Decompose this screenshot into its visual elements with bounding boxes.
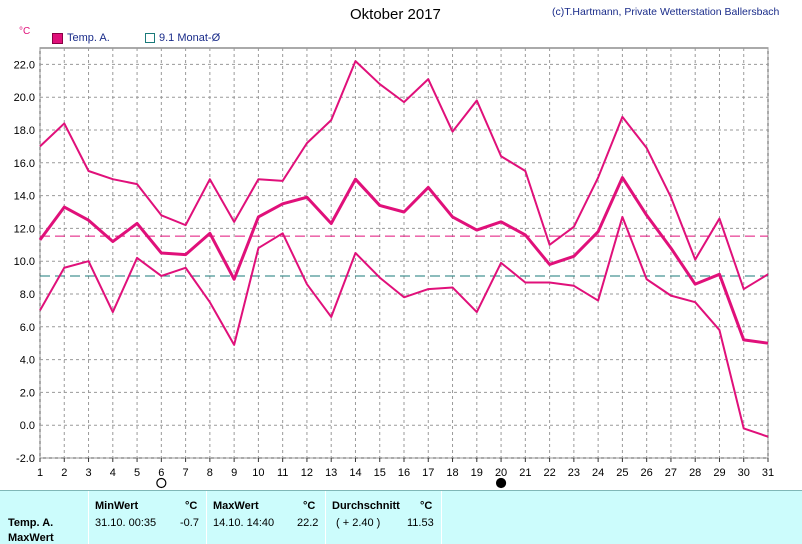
y-tick-label: 12.0 bbox=[14, 223, 35, 235]
x-tick-label: 21 bbox=[519, 467, 531, 479]
y-tick-label: 18.0 bbox=[14, 125, 35, 137]
new-moon-icon bbox=[495, 477, 507, 489]
legend-average-swatch bbox=[145, 33, 155, 43]
x-tick-label: 25 bbox=[616, 467, 628, 479]
series-max-line bbox=[39, 60, 769, 291]
y-tick-label: 4.0 bbox=[20, 355, 35, 367]
x-tick-label: 20 bbox=[495, 467, 507, 479]
avg-header: Durchschnitt bbox=[332, 500, 400, 512]
y-tick-label: 14.0 bbox=[14, 191, 35, 203]
min-unit: °C bbox=[185, 500, 198, 512]
x-tick-label: 9 bbox=[231, 467, 237, 479]
x-tick-label: 30 bbox=[738, 467, 750, 479]
avg-unit: °C bbox=[420, 500, 433, 512]
stats-row-label-2: MaxWert bbox=[8, 532, 54, 544]
x-tick-label: 31 bbox=[762, 467, 774, 479]
avg-delta: ( + 2.40 ) bbox=[336, 517, 381, 529]
series-avg-line bbox=[38, 176, 769, 345]
stats-divider bbox=[88, 491, 89, 544]
x-tick-label: 5 bbox=[134, 467, 140, 479]
y-tick-label: 6.0 bbox=[20, 322, 35, 334]
temperature-chart: -2.0 0.0 2.0 4.0 6.0 8.0 10.0 12.0 14.0 16.0 18.0 2… bbox=[14, 47, 775, 489]
min-date: 31.10. 00:35 bbox=[95, 517, 157, 529]
moon-phases bbox=[156, 477, 507, 489]
legend-temp-swatch bbox=[52, 32, 63, 44]
x-tick-label: 18 bbox=[446, 467, 458, 479]
x-tick-label: 2 bbox=[61, 467, 67, 479]
x-tick-label: 3 bbox=[85, 467, 91, 479]
min-header: MinWert bbox=[95, 500, 139, 512]
x-tick-label: 11 bbox=[277, 467, 288, 479]
y-tick-label: 22.0 bbox=[14, 59, 35, 71]
y-tick-label: 16.0 bbox=[14, 158, 35, 170]
x-tick-label: 12 bbox=[301, 467, 313, 479]
series-lines bbox=[38, 60, 769, 438]
x-tick-label: 16 bbox=[398, 467, 410, 479]
grid bbox=[39, 47, 769, 459]
x-tick-label: 23 bbox=[568, 467, 580, 479]
stats-panel: Temp. A. MaxWert MinWert °C 31.10. 00:35… bbox=[0, 490, 802, 544]
x-tick-label: 8 bbox=[207, 467, 213, 479]
series-min-line bbox=[39, 215, 769, 438]
x-tick-label: 6 bbox=[158, 467, 164, 479]
stats-divider bbox=[325, 491, 326, 544]
full-moon-icon bbox=[156, 477, 167, 489]
y-tick-label: 8.0 bbox=[20, 289, 35, 301]
x-tick-label: 17 bbox=[422, 467, 434, 479]
x-tick-label: 28 bbox=[689, 467, 701, 479]
x-tick-label: 14 bbox=[349, 467, 361, 479]
x-tick-label: 22 bbox=[543, 467, 555, 479]
x-tick-label: 19 bbox=[471, 467, 483, 479]
max-unit: °C bbox=[303, 500, 316, 512]
avg-value: 11.53 bbox=[407, 517, 434, 529]
stats-row-label: Temp. A. bbox=[8, 517, 54, 529]
stats-divider bbox=[441, 491, 442, 544]
y-unit-label: °C bbox=[19, 26, 31, 37]
stats-divider bbox=[206, 491, 207, 544]
x-tick-label: 13 bbox=[325, 467, 337, 479]
x-tick-label: 26 bbox=[641, 467, 653, 479]
y-tick-label: 10.0 bbox=[14, 256, 35, 268]
axes: -2.0 0.0 2.0 4.0 6.0 8.0 10.0 12.0 14.0 16.0 18.0 2… bbox=[14, 59, 775, 479]
legend-temp-label: Temp. A. bbox=[67, 32, 110, 44]
legend-monthly-average: 9.1 Monat-Ø bbox=[145, 32, 220, 44]
max-header: MaxWert bbox=[213, 500, 259, 512]
max-value: 22.2 bbox=[297, 517, 319, 529]
x-tick-label: 7 bbox=[183, 467, 189, 479]
x-tick-label: 27 bbox=[665, 467, 677, 479]
chart-title: Oktober 2017 bbox=[350, 6, 441, 23]
x-tick-label: 1 bbox=[37, 467, 43, 479]
x-tick-label: 29 bbox=[713, 467, 725, 479]
min-value: -0.7 bbox=[180, 517, 199, 529]
max-date: 14.10. 14:40 bbox=[213, 517, 275, 529]
y-tick-label: -2.0 bbox=[16, 453, 35, 465]
credit-text: (c)T.Hartmann, Private Wetterstation Bal… bbox=[552, 6, 780, 18]
x-tick-label: 15 bbox=[374, 467, 386, 479]
legend-average-label: 9.1 Monat-Ø bbox=[159, 32, 221, 44]
x-tick-label: 24 bbox=[592, 467, 604, 479]
y-tick-label: 0.0 bbox=[20, 420, 35, 432]
x-tick-label: 10 bbox=[252, 467, 264, 479]
legend-temp: Temp. A. bbox=[52, 32, 110, 44]
y-tick-label: 20.0 bbox=[14, 92, 35, 104]
y-tick-label: 2.0 bbox=[20, 387, 35, 399]
x-tick-label: 4 bbox=[110, 467, 116, 479]
